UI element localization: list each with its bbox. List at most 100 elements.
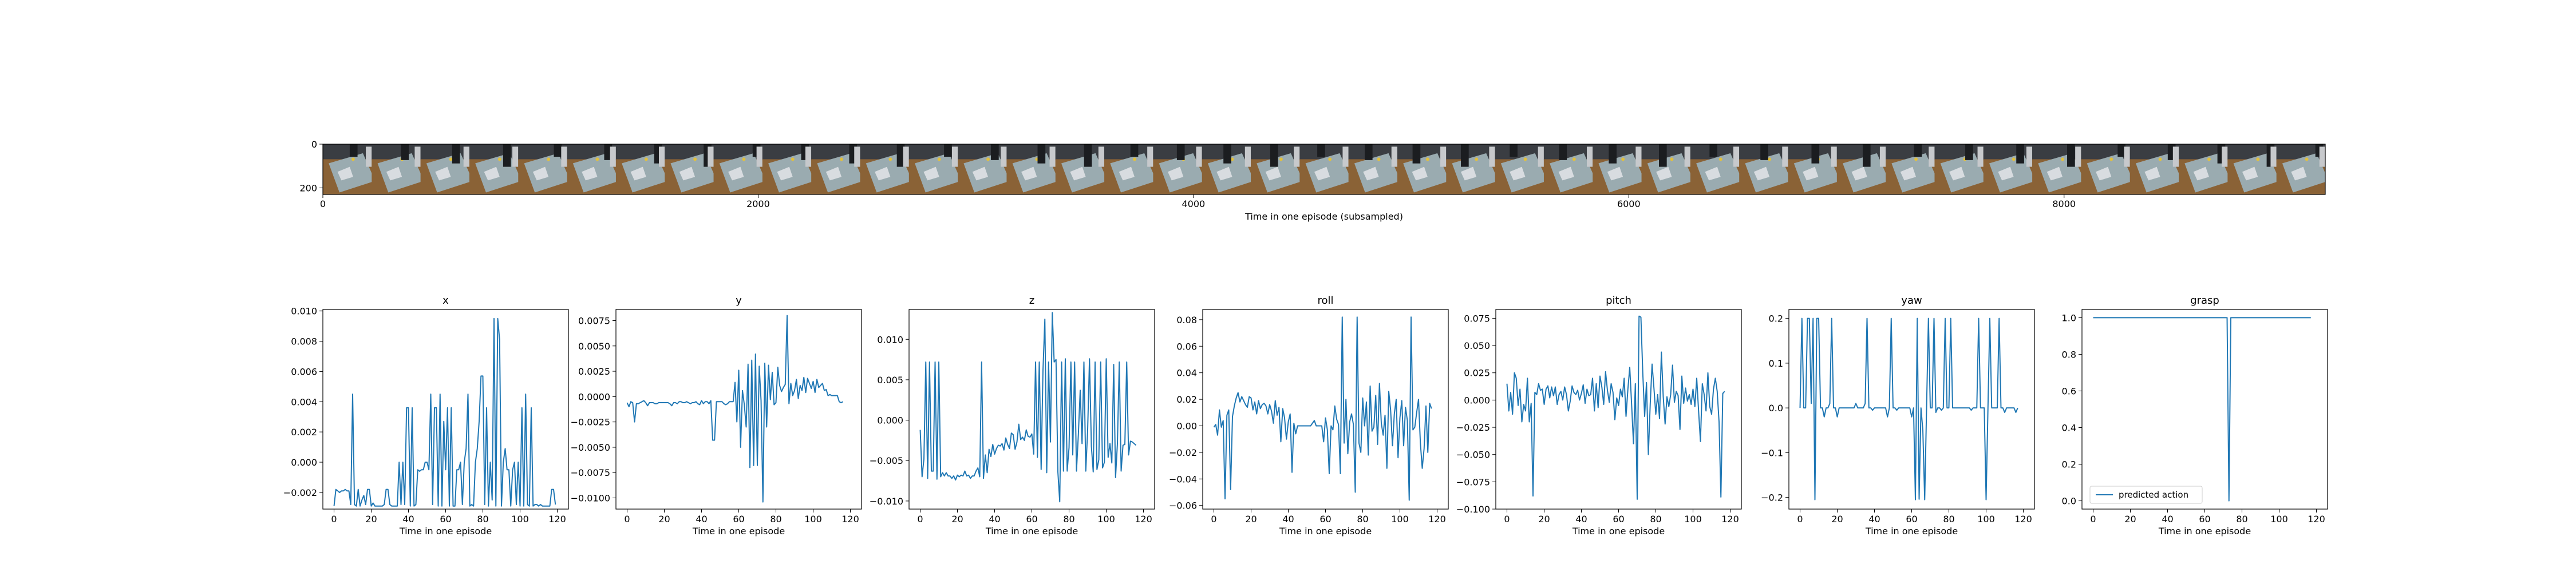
frame-gripper — [1461, 144, 1469, 167]
frame-cloth — [1510, 166, 1526, 181]
legend-label: predicted action — [2119, 490, 2188, 500]
frame-wall — [512, 146, 519, 167]
frame-wall — [1635, 146, 1642, 167]
y-tick-label: −0.025 — [1456, 422, 1490, 433]
frame-tray — [1745, 153, 1792, 193]
frame-cloth — [2046, 166, 2063, 181]
x-tick-label: 40 — [2162, 514, 2173, 525]
x-tick-label: 60 — [1319, 514, 1331, 525]
chart-yaw: yaw 0 20 40 60 80 100 120 −0.2 −0.1 0.0 0.1 0.2 Time … — [1761, 295, 2035, 537]
frame-tray — [1500, 153, 1547, 193]
y-tick-label: 0.005 — [877, 375, 903, 386]
chart-title: grasp — [2190, 295, 2219, 307]
frame-gripper — [1037, 144, 1046, 164]
frame-gripper — [1609, 144, 1617, 164]
y-tick-label: 0.004 — [291, 396, 317, 407]
frame-cloth — [1803, 166, 1819, 181]
x-tick-label: 80 — [477, 514, 488, 525]
y-tick-label: 200 — [299, 183, 317, 194]
series-line — [333, 317, 556, 507]
y-tick-label: 0 — [311, 139, 317, 150]
y-tick-label: 0.4 — [2062, 423, 2076, 434]
frame-wall — [903, 146, 909, 167]
filmstrip-x-axis-label: Time in one episode (subsampled) — [1244, 211, 1403, 222]
frame-tray — [377, 153, 424, 193]
frame-cloth — [630, 166, 646, 181]
frame-object — [595, 157, 599, 161]
frame-wall — [2270, 146, 2277, 167]
x-tick-label: 80 — [1357, 514, 1368, 525]
y-tick-label: −0.0025 — [571, 417, 610, 428]
frame-object — [937, 157, 941, 161]
frame-thumbnail — [1788, 144, 1840, 194]
frame-object — [644, 157, 648, 161]
frame-thumbnail — [567, 144, 619, 194]
frame-object — [693, 157, 697, 161]
frame-gripper — [1270, 144, 1278, 167]
frame-gripper — [1559, 144, 1567, 160]
frame-cloth — [1656, 166, 1672, 181]
frame-object — [449, 157, 453, 161]
chart-title: roll — [1317, 295, 1333, 307]
x-tick-label: 120 — [548, 514, 566, 525]
frame-wall — [414, 146, 421, 167]
y-tick-label: 0.0 — [1769, 403, 1783, 414]
frame-tray — [2087, 153, 2134, 193]
frame-thumbnail — [372, 144, 424, 194]
frame-thumbnail — [1202, 144, 1254, 194]
frame-cloth — [1167, 166, 1184, 181]
frame-cloth — [337, 166, 353, 181]
frame-cloth — [679, 166, 696, 181]
chart-y: y 0 20 40 60 80 100 120 −0.0100 −0.0075 −0.0050 −0.… — [571, 295, 862, 537]
frame-cloth — [1412, 166, 1428, 181]
frame-object — [351, 157, 355, 161]
frame-gripper — [1364, 144, 1373, 160]
frame-cloth — [825, 166, 842, 181]
frame-wall — [610, 146, 616, 167]
frame-wall — [2222, 146, 2228, 167]
frame-gripper — [2016, 144, 2024, 164]
x-tick-label: 20 — [1538, 514, 1550, 525]
frame-thumbnail — [1055, 144, 1108, 194]
frame-object — [2109, 157, 2113, 161]
x-tick-label: 80 — [770, 514, 781, 525]
frame-gripper — [1659, 144, 1667, 167]
chart-pitch: pitch 0 20 40 60 80 100 120 −0.100 −0.075 −0.050 −0… — [1456, 295, 1742, 537]
y-tick-label: 0.0050 — [578, 341, 610, 352]
frame-tray — [719, 153, 766, 193]
frame-gripper — [1223, 144, 1231, 164]
x-tick-label: 80 — [1943, 514, 1954, 525]
y-tick-label: 0.002 — [291, 427, 317, 438]
frame-thumbnail — [1543, 144, 1597, 194]
frame-gripper — [1760, 144, 1768, 160]
y-tick-label: 0.1 — [1769, 358, 1783, 369]
frame-tray — [1696, 153, 1743, 193]
frame-wall — [1049, 146, 1056, 167]
x-tick-label: 80 — [1650, 514, 1661, 525]
x-tick-label: 40 — [989, 514, 1000, 525]
frame-cloth — [1021, 166, 1037, 181]
chart-grasp: grasp 0 20 40 60 80 100 120 0.0 0.2 0.4 0.6 0.8 1.0 Ti… — [2062, 295, 2328, 537]
frame-tray — [1257, 153, 1303, 193]
frame-gripper — [503, 144, 511, 167]
frame-thumbnail — [2227, 144, 2280, 194]
y-tick-label: 0.2 — [2062, 459, 2076, 470]
frame-wall — [1001, 146, 1007, 167]
y-tick-label: 0.0 — [2062, 496, 2076, 507]
frame-tray — [329, 153, 376, 193]
frame-thumbnail — [762, 144, 815, 194]
frame-gripper — [349, 144, 358, 157]
frame-wall — [1489, 146, 1495, 167]
frame-cloth — [777, 166, 793, 181]
frame-cloth — [1900, 166, 1917, 181]
x-tick-label: 60 — [1906, 514, 1917, 525]
y-tick-label: 0.04 — [1176, 368, 1197, 379]
frame-thumbnail — [1886, 144, 1938, 194]
frame-object — [986, 157, 990, 161]
frame-cloth — [1070, 166, 1086, 181]
x-tick-label: 60 — [2199, 514, 2210, 525]
frame-tray — [1305, 153, 1352, 193]
x-axis-label: Time in one episode — [1572, 526, 1665, 537]
frame-wall — [1294, 146, 1300, 167]
